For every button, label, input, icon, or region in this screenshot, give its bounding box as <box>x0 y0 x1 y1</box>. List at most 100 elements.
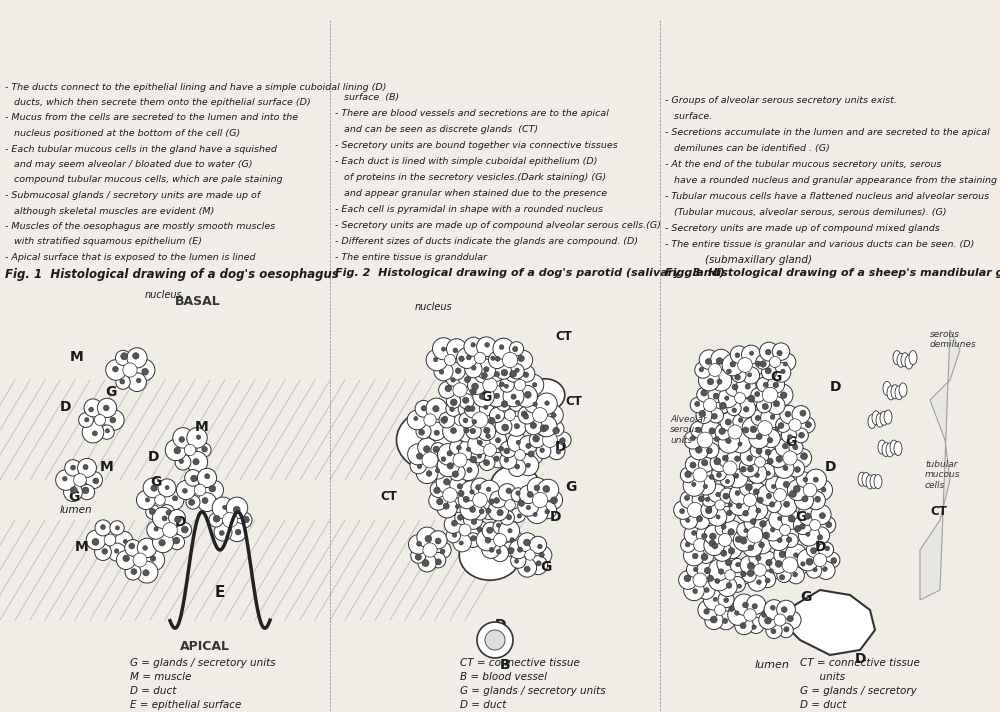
Circle shape <box>729 607 734 612</box>
Ellipse shape <box>870 474 878 488</box>
Circle shape <box>737 584 741 588</box>
Circle shape <box>728 530 746 550</box>
Circle shape <box>459 524 471 536</box>
Circle shape <box>508 548 514 554</box>
Circle shape <box>483 378 497 392</box>
Circle shape <box>502 542 516 556</box>
Circle shape <box>725 379 743 397</box>
Circle shape <box>742 417 764 439</box>
Circle shape <box>548 443 565 460</box>
Circle shape <box>686 562 702 577</box>
Circle shape <box>504 448 510 454</box>
Circle shape <box>729 485 749 505</box>
Circle shape <box>212 497 234 518</box>
Text: E = epithelial surface: E = epithelial surface <box>130 700 241 710</box>
Circle shape <box>411 548 426 563</box>
Ellipse shape <box>880 412 888 425</box>
Circle shape <box>740 481 755 496</box>
Circle shape <box>543 425 549 430</box>
Circle shape <box>722 618 728 624</box>
Circle shape <box>463 418 468 423</box>
Text: - Secretory units are made up of compound alveolar serous cells.(G): - Secretory units are made up of compoun… <box>335 221 661 230</box>
Circle shape <box>730 431 752 453</box>
Circle shape <box>450 476 466 493</box>
Circle shape <box>758 421 772 435</box>
Circle shape <box>446 394 461 409</box>
Circle shape <box>461 481 481 501</box>
Circle shape <box>511 553 526 568</box>
Circle shape <box>426 349 448 371</box>
Circle shape <box>775 439 793 456</box>
Circle shape <box>526 502 548 523</box>
Circle shape <box>756 355 770 370</box>
Circle shape <box>83 464 88 470</box>
Circle shape <box>425 535 432 542</box>
Circle shape <box>516 385 537 407</box>
Circle shape <box>446 371 461 386</box>
Circle shape <box>743 427 749 433</box>
Circle shape <box>797 549 819 571</box>
Circle shape <box>793 486 800 493</box>
Circle shape <box>524 392 531 398</box>
Circle shape <box>133 359 155 381</box>
Circle shape <box>407 410 427 430</box>
Circle shape <box>451 520 457 526</box>
Circle shape <box>477 427 497 448</box>
Circle shape <box>187 428 207 448</box>
Circle shape <box>488 417 495 424</box>
Circle shape <box>129 543 135 549</box>
Circle shape <box>143 550 165 570</box>
Circle shape <box>717 553 738 574</box>
Circle shape <box>515 464 520 469</box>
Circle shape <box>152 532 174 553</box>
Circle shape <box>739 457 759 477</box>
Circle shape <box>762 404 768 409</box>
Circle shape <box>735 611 739 615</box>
Circle shape <box>410 457 427 474</box>
Circle shape <box>756 434 762 439</box>
Circle shape <box>736 503 742 508</box>
Circle shape <box>506 488 511 493</box>
Circle shape <box>681 538 695 553</box>
Circle shape <box>486 487 491 491</box>
Circle shape <box>95 520 111 536</box>
Circle shape <box>116 550 136 570</box>
Circle shape <box>518 406 536 424</box>
Circle shape <box>160 505 174 520</box>
Circle shape <box>765 350 771 355</box>
Circle shape <box>501 370 508 376</box>
Text: D: D <box>550 510 562 524</box>
Text: and may seem alveolar / bloated due to water (G): and may seem alveolar / bloated due to w… <box>5 160 253 169</box>
Circle shape <box>747 570 754 577</box>
Text: G: G <box>565 480 576 494</box>
Circle shape <box>447 451 452 456</box>
Circle shape <box>486 508 491 513</box>
Circle shape <box>704 467 720 483</box>
Circle shape <box>733 414 749 430</box>
Circle shape <box>460 498 482 520</box>
Circle shape <box>507 433 527 452</box>
Circle shape <box>470 388 476 394</box>
Circle shape <box>419 429 425 435</box>
Circle shape <box>162 516 167 521</box>
Circle shape <box>459 394 474 409</box>
Circle shape <box>142 368 148 375</box>
Circle shape <box>426 471 432 476</box>
Ellipse shape <box>884 410 892 424</box>
Ellipse shape <box>862 473 870 486</box>
Text: lumen: lumen <box>755 660 790 670</box>
Circle shape <box>777 350 782 356</box>
Circle shape <box>186 451 208 473</box>
Circle shape <box>793 515 813 535</box>
Circle shape <box>705 611 723 629</box>
Circle shape <box>728 528 734 535</box>
Ellipse shape <box>882 442 890 456</box>
Circle shape <box>745 483 752 491</box>
Circle shape <box>534 546 552 564</box>
Circle shape <box>515 407 531 424</box>
Circle shape <box>695 402 700 407</box>
Circle shape <box>522 375 544 396</box>
Circle shape <box>471 449 485 463</box>
Circle shape <box>143 545 147 550</box>
Circle shape <box>89 407 94 412</box>
